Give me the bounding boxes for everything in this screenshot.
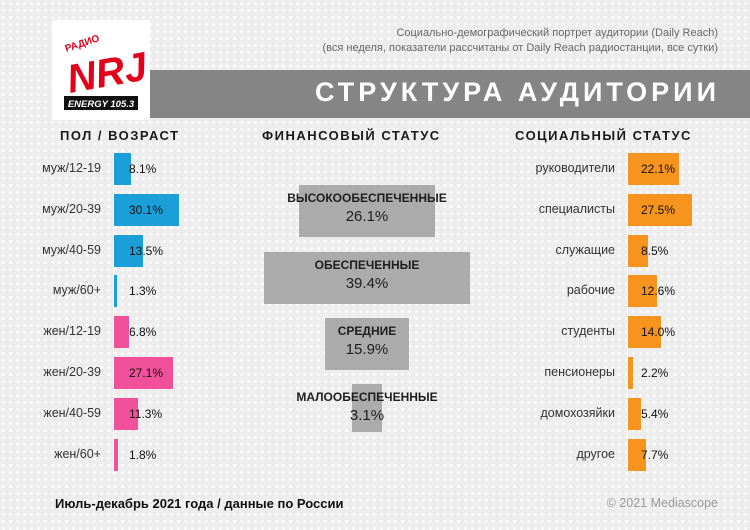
social-status-value: 12.6% (641, 284, 676, 299)
social-status-value: 8.5% (641, 243, 669, 258)
gender-age-value: 27.1% (129, 366, 164, 380)
gender-age-value: 13.5% (129, 243, 164, 258)
social-status-title: СОЦИАЛЬНЫЙ СТАТУС (515, 128, 692, 143)
gender-age-bar (114, 316, 129, 349)
gender-age-value: 1.8% (129, 447, 157, 462)
social-status-label: служащие (555, 242, 615, 257)
gender-age-value: 30.1% (129, 202, 164, 217)
radio-logo: РАДИО NRJ ENERGY 105.3 (52, 20, 150, 120)
social-status-bar (628, 357, 634, 389)
svg-text:ENERGY 105.3: ENERGY 105.3 (68, 99, 135, 110)
social-status-value: 22.1% (641, 162, 676, 176)
financial-status-bar (325, 318, 409, 370)
svg-text:NRJ: NRJ (64, 45, 150, 102)
financial-status-bar (264, 252, 470, 304)
social-status-label: домохозяйки (540, 405, 615, 420)
financial-status-value: 26.1% (345, 208, 389, 225)
social-status-value: 2.2% (641, 366, 669, 380)
gender-age-value: 8.1% (129, 162, 157, 176)
social-status-bar (628, 438, 646, 471)
social-status-label: другое (576, 446, 615, 461)
financial-status-title: ФИНАНСОВЫЙ СТАТУС (262, 128, 441, 143)
social-status-label: специалисты (538, 201, 615, 216)
gender-age-label: муж/12-19 (42, 161, 101, 175)
gender-age-label: жен/12-19 (43, 324, 101, 339)
financial-status-label: СРЕДНИЕ (337, 324, 397, 338)
gender-age-value: 6.8% (129, 325, 157, 340)
gender-age-value: 1.3% (129, 284, 157, 299)
social-status-value: 7.7% (641, 447, 669, 462)
social-status-bar (628, 193, 692, 226)
gender-age-bar (114, 397, 139, 430)
gender-age-label: жен/20-39 (43, 365, 101, 379)
social-status-label: пенсионеры (544, 365, 615, 379)
data-period: Июль-декабрь 2021 года / данные по Росси… (55, 496, 344, 511)
gender-age-bar (114, 275, 117, 308)
gender-age-bar (114, 193, 179, 226)
gender-age-label: муж/60+ (52, 283, 101, 298)
gender-axis-line (113, 150, 114, 475)
gender-age-bar (114, 153, 132, 185)
gender-age-title: ПОЛ / ВОЗРАСТ (60, 128, 180, 143)
financial-status-bar (298, 185, 436, 237)
social-status-bar (628, 316, 661, 349)
social-status-value: 14.0% (641, 325, 676, 340)
subtitle-line-1: Социально-демографический портрет аудито… (396, 27, 718, 39)
social-status-bar (628, 275, 658, 308)
financial-status-label: ОБЕСПЕЧЕННЫЕ (314, 258, 420, 272)
social-status-value: 5.4% (641, 406, 669, 421)
gender-age-label: жен/60+ (54, 446, 101, 461)
banner-title: СТРУКТУРА АУДИТОРИИ (314, 77, 720, 107)
gender-age-label: жен/40-59 (43, 405, 101, 420)
social-status-bar (628, 153, 680, 185)
financial-status-label: МАЛООБЕСПЕЧЕННЫЕ (296, 390, 438, 404)
financial-status-value: 39.4% (345, 275, 389, 292)
svg-text:РАДИО: РАДИО (64, 33, 101, 54)
gender-age-value: 11.3% (129, 406, 163, 421)
gender-age-bar (114, 357, 173, 389)
copyright: © 2021 Mediascope (606, 496, 718, 510)
financial-status-value: 3.1% (349, 407, 385, 424)
social-status-value: 27.5% (641, 202, 676, 217)
social-status-label: рабочие (566, 283, 615, 298)
subtitle-line-2: (вся неделя, показатели рассчитаны от Da… (322, 42, 719, 54)
chart-subtitle: Социально-демографический портрет аудито… (238, 26, 719, 56)
title-banner: СТРУКТУРА АУДИТОРИИ (150, 70, 750, 118)
financial-status-label: ВЫСОКООБЕСПЕЧЕННЫЕ (287, 191, 447, 205)
nrj-logo-icon: РАДИО NRJ ENERGY 105.3 (64, 33, 150, 110)
social-status-label: студенты (561, 324, 615, 339)
gender-age-label: муж/40-59 (42, 242, 101, 257)
gender-age-bar (114, 234, 144, 267)
social-status-label: руководители (535, 161, 615, 175)
social-status-bar (628, 397, 641, 430)
social-status-bar (628, 234, 648, 267)
financial-status-bar (352, 384, 382, 432)
social-axis-line (627, 150, 628, 475)
gender-age-bar (114, 438, 118, 471)
gender-age-label: муж/20-39 (42, 201, 101, 216)
financial-status-value: 15.9% (345, 341, 389, 358)
